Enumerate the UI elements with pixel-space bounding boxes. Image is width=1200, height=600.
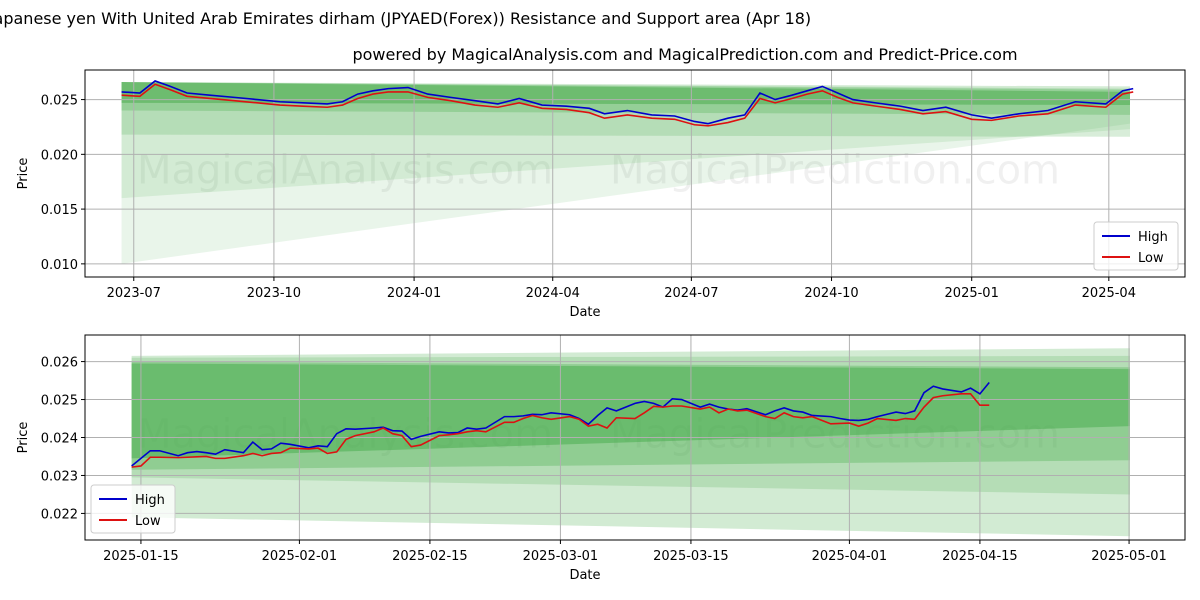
y-tick-label: 0.025 — [41, 394, 78, 409]
plot-frame — [84, 69, 1186, 278]
x-tick-label: 2025-02-15 — [392, 549, 468, 564]
series-line-high — [131, 381, 990, 467]
x-tick-label: 2025-03-01 — [523, 549, 599, 564]
chart-2: MagicalAnalysis.comMagicalPrediction.com… — [16, 334, 1186, 583]
band-zone — [131, 363, 1130, 459]
chart-1: MagicalAnalysis.com MagicalPrediction.com… — [16, 69, 1186, 320]
watermark-text: MagicalPrediction.com — [610, 148, 1060, 194]
legend: High Low — [90, 484, 176, 534]
band-zone — [131, 355, 1130, 495]
legend-label: High — [1138, 230, 1168, 245]
x-tick-label: 2025-04-15 — [942, 549, 1018, 564]
y-tick-label: 0.020 — [41, 148, 78, 163]
y-tick-label: 0.015 — [41, 203, 78, 218]
series-line-high — [121, 80, 1134, 125]
chart-title: Japanese yen With United Arab Emirates d… — [0, 9, 812, 28]
x-tick-label: 2024-07 — [664, 286, 718, 301]
x-tick-label: 2025-01 — [945, 286, 999, 301]
x-tick-label: 2023-07 — [107, 286, 161, 301]
x-tick-label: 2025-01-15 — [103, 549, 179, 564]
axes: 2025-01-15 2025-02-01 2025-02-15 2025-03-01… — [41, 335, 1185, 564]
x-tick-label: 2023-10 — [247, 286, 301, 301]
x-tick-label: 2025-04-01 — [812, 549, 888, 564]
legend-label: Low — [1138, 251, 1164, 266]
y-tick-label: 0.026 — [41, 356, 78, 371]
band-zone — [131, 348, 1130, 537]
axes: 2023-07 2023-10 2024-01 2024-04 2024-07 2024-… — [41, 70, 1185, 301]
band-zone — [131, 361, 1130, 470]
y-axis-label: Price — [16, 158, 31, 190]
y-tick-label: 0.022 — [41, 507, 78, 522]
chart-subtitle: powered by MagicalAnalysis.com and Magic… — [352, 45, 1018, 64]
x-tick-label: 2024-10 — [804, 286, 858, 301]
plot-frame — [84, 334, 1186, 541]
x-tick-label: 2025-03-15 — [653, 549, 729, 564]
series-line-low — [131, 393, 990, 468]
band-zone — [121, 82, 1131, 199]
y-tick-label: 0.024 — [41, 432, 78, 447]
x-tick-label: 2025-04 — [1082, 286, 1136, 301]
watermark-text: MagicalAnalysis.com — [137, 148, 553, 194]
band-zone — [121, 82, 1131, 137]
x-tick-label: 2024-04 — [526, 286, 580, 301]
series-line-low — [121, 83, 1134, 127]
y-tick-label: 0.010 — [41, 258, 78, 273]
x-tick-label: 2025-05-01 — [1091, 549, 1167, 564]
legend-label: Low — [135, 514, 161, 529]
y-tick-label: 0.023 — [41, 469, 78, 484]
band-zone — [121, 82, 1131, 264]
y-tick-label: 0.025 — [41, 94, 78, 109]
legend: High Low — [1093, 221, 1179, 271]
x-tick-label: 2025-02-01 — [262, 549, 338, 564]
x-tick-label: 2024-01 — [387, 286, 441, 301]
x-axis-label: Date — [569, 568, 600, 583]
y-axis-label: Price — [16, 422, 31, 454]
support-resistance-area — [131, 348, 1130, 537]
x-axis-label: Date — [569, 305, 600, 320]
legend-label: High — [135, 493, 165, 508]
